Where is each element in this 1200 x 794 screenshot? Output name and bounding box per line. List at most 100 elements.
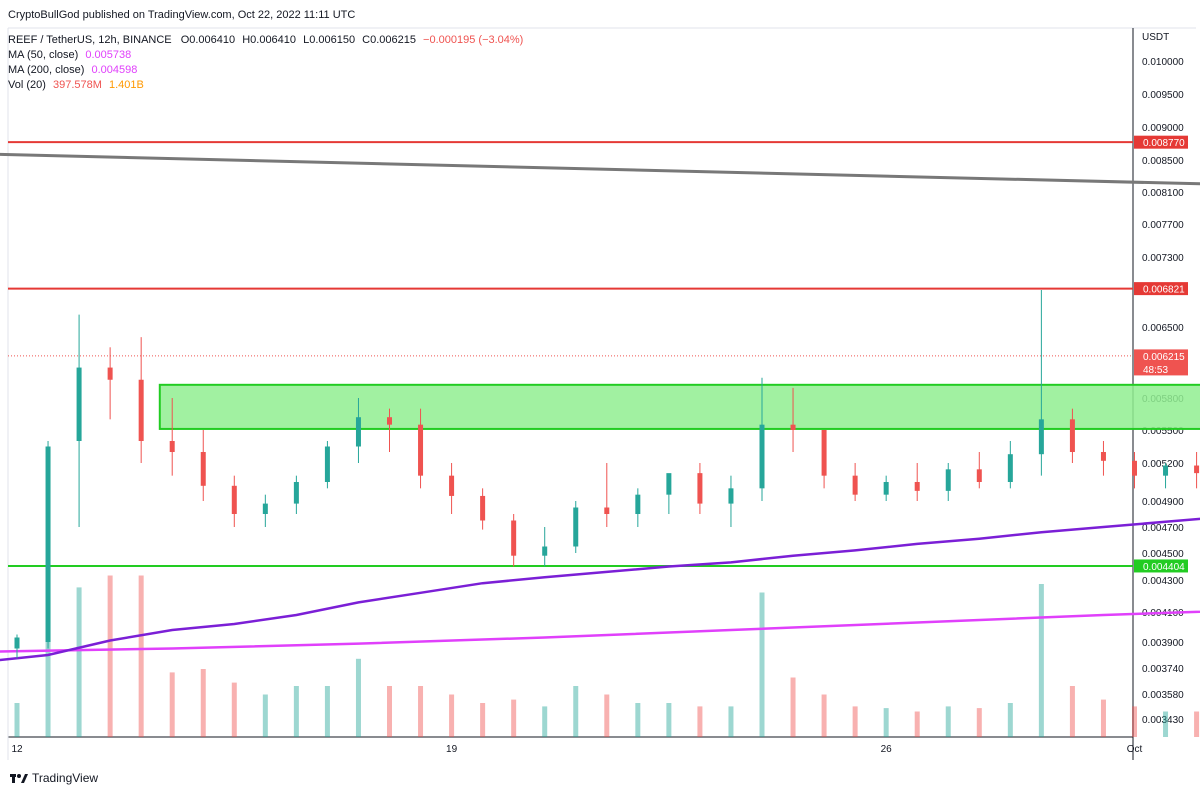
volume-bar [1007,703,1013,737]
price-tick-label: 0.003580 [1142,690,1184,701]
ma50-label: MA (50, close) [8,49,79,61]
price-tick-label: 0.004300 [1142,576,1184,587]
volume-bar [262,694,268,737]
volume-bar [387,686,392,737]
volume-bar [976,708,982,737]
volume-bar [635,703,641,737]
volume-bar [914,711,920,737]
volume-bar [480,703,486,737]
ohlc-open: O0.006410 [180,34,236,46]
candle-body [138,379,144,441]
price-label-box [1134,559,1188,573]
candle-body [914,482,920,491]
volume-bar [1100,699,1106,737]
candle-body [45,446,51,642]
candle-body [852,475,858,495]
candle-body [883,482,889,495]
volume-bar [1163,711,1169,737]
candle-body [262,503,268,514]
volume-bar [1132,706,1137,737]
volume-bar [852,706,858,737]
vol-label: Vol (20) [8,79,46,91]
volume-bar [511,699,517,737]
candle-body [200,452,206,486]
candle-body [511,520,517,556]
price-label-box [1134,282,1188,296]
price-tick-label: 0.005200 [1142,459,1184,470]
price-tick-label: 0.006500 [1142,323,1184,334]
ohlc-close: C0.006215 [362,34,416,46]
candle-body [1132,460,1137,476]
candle-body [759,424,765,489]
volume-bar [604,694,610,737]
price-tick-label: 0.003430 [1142,715,1184,726]
price-tick-label: 0.004700 [1142,523,1184,534]
candle-body [945,469,951,491]
candle-body [76,367,82,441]
candle-body [1100,452,1106,461]
candle-body [1163,465,1169,476]
candle-body [107,367,113,380]
candle-body [976,469,982,482]
tradingview-logo-icon [10,772,28,784]
price-tick-label: 0.009500 [1142,90,1184,101]
time-tick-label: Oct [1127,744,1143,755]
countdown-label: 48:53 [1143,365,1168,376]
volume-bar [759,592,765,737]
ma200-legend[interactable]: MA (200, close) 0.004598 [8,63,137,77]
volume-bar [790,677,796,737]
ma50-legend[interactable]: MA (50, close) 0.005738 [8,48,131,62]
tradingview-logo[interactable]: TradingView [10,771,98,785]
candle-body [449,475,455,496]
candle-body [418,424,424,476]
candle-body [1069,419,1075,452]
price-tick-label: 0.007700 [1142,220,1184,231]
price-tick-label: 0.008100 [1142,188,1184,199]
price-label-text: 0.004404 [1143,562,1185,573]
candle-body [542,546,548,556]
price-tick-label: 0.009000 [1142,123,1184,134]
price-tick-label: 0.005500 [1142,426,1184,437]
time-tick-label: 26 [881,744,893,755]
volume-bar [355,658,361,737]
price-tick-label: 0.004900 [1142,497,1184,508]
ma50-line [0,517,1200,662]
volume-bar [542,706,548,737]
ohlc-high: H0.006410 [242,34,297,46]
candle-body [293,482,299,504]
ma50-value: 0.005738 [85,49,132,61]
volume-bar [14,703,20,737]
volume-bar [200,669,206,737]
volume-bar [76,587,82,737]
candle-body [169,441,175,452]
volume-legend[interactable]: Vol (20) 397.578M 1.401B [8,78,144,92]
volume-bar [573,686,579,737]
volume-bar [418,686,424,737]
vol-value-1: 397.578M [52,79,102,91]
volume-bar [45,567,51,737]
price-tick-label: 0.007300 [1142,253,1184,264]
price-label-text: 0.006821 [1143,285,1185,296]
symbol-name[interactable]: REEF / TetherUS, 12h, BINANCE [8,34,172,46]
price-axis-quote: USDT [1142,32,1169,43]
candle-body [355,417,361,447]
volume-bar [324,686,330,737]
volume-bar [449,694,455,737]
candle-body [14,637,20,649]
volume-bar [666,703,672,737]
price-label-box [1134,349,1188,376]
volume-bar [169,672,175,737]
volume-bar [1194,711,1200,737]
price-tick-label: 0.008500 [1142,156,1184,167]
time-tick-label: 19 [446,744,458,755]
price-label-box [1134,135,1188,149]
candle-body [728,488,734,504]
candle-body [480,495,486,521]
candle-body [635,494,641,514]
tradingview-wordmark: TradingView [32,771,99,785]
volume-bar [821,694,827,737]
candle-body [697,473,703,504]
candle-body [573,507,579,547]
ohlc-change: −0.000195 (−3.04%) [423,34,524,46]
